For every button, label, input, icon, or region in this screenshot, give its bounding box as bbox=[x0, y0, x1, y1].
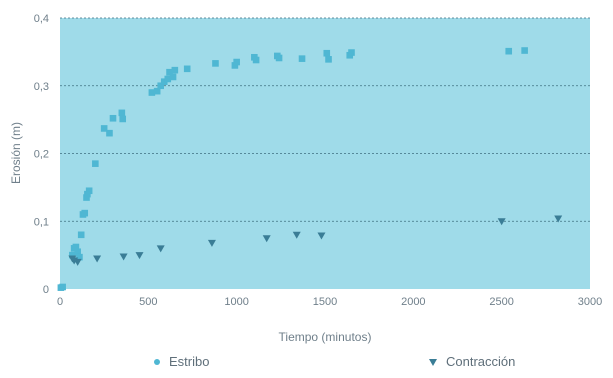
x-tick-label: 2500 bbox=[489, 296, 513, 308]
data-point-estribo bbox=[109, 114, 117, 122]
x-tick-label: 1000 bbox=[224, 296, 248, 308]
data-point-estribo bbox=[100, 125, 108, 132]
legend-label-estribo: Estribo bbox=[169, 354, 209, 369]
data-point-estribo bbox=[298, 55, 306, 62]
data-point-estribo bbox=[92, 160, 99, 167]
data-point-estribo bbox=[160, 78, 168, 85]
data-point-estribo bbox=[76, 253, 83, 261]
data-point-estribo bbox=[148, 89, 156, 96]
data-point-estribo bbox=[171, 66, 179, 74]
data-point-contraccion bbox=[73, 258, 82, 266]
x-tick-label: 1500 bbox=[313, 296, 337, 308]
data-point-estribo bbox=[83, 194, 90, 201]
y-tick-label: 0,3 bbox=[34, 81, 49, 93]
data-point-estribo bbox=[81, 209, 89, 217]
data-point-estribo bbox=[164, 75, 172, 83]
data-point-contraccion bbox=[292, 231, 301, 239]
data-points bbox=[57, 47, 563, 291]
data-point-contraccion bbox=[262, 235, 271, 243]
data-point-estribo bbox=[85, 187, 93, 195]
data-point-estribo bbox=[325, 56, 332, 63]
x-axis: 0 500 1000 1500 2000 2500 3000 bbox=[57, 296, 602, 308]
data-point-estribo bbox=[183, 65, 191, 73]
data-point-estribo bbox=[72, 243, 80, 251]
data-point-estribo bbox=[252, 56, 260, 64]
data-point-estribo bbox=[521, 47, 528, 54]
y-tick-label: 0,4 bbox=[34, 13, 49, 25]
data-point-estribo bbox=[153, 87, 161, 95]
legend-marker-estribo bbox=[154, 359, 160, 365]
y-tick-label: 0 bbox=[43, 284, 49, 296]
x-tick-label: 0 bbox=[57, 296, 63, 308]
data-point-estribo bbox=[233, 58, 240, 66]
data-point-estribo bbox=[231, 62, 239, 69]
data-point-estribo bbox=[84, 190, 91, 198]
legend-marker-contraccion bbox=[429, 359, 437, 366]
y-tick-label: 0,2 bbox=[34, 149, 49, 161]
data-point-estribo bbox=[106, 129, 113, 137]
x-tick-label: 2000 bbox=[401, 296, 425, 308]
data-point-contraccion bbox=[135, 252, 144, 260]
data-point-estribo bbox=[505, 47, 513, 55]
data-point-contraccion bbox=[119, 253, 128, 261]
data-point-estribo bbox=[348, 49, 355, 56]
data-point-contraccion bbox=[156, 245, 165, 253]
data-point-estribo bbox=[157, 82, 164, 90]
data-point-estribo bbox=[212, 60, 219, 67]
y-tick-label: 0,1 bbox=[34, 216, 49, 228]
legend: Estribo Contracción bbox=[154, 354, 515, 369]
data-point-estribo bbox=[275, 54, 283, 62]
data-point-estribo bbox=[69, 251, 76, 259]
data-point-contraccion bbox=[497, 218, 506, 226]
y-axis: 0 0,1 0,2 0,3 0,4 bbox=[34, 13, 49, 296]
data-point-estribo bbox=[169, 73, 177, 81]
y-axis-title: Erosión (m) bbox=[9, 122, 23, 184]
data-point-estribo bbox=[59, 283, 66, 291]
data-point-estribo bbox=[119, 115, 127, 123]
data-point-contraccion bbox=[207, 239, 216, 247]
x-axis-title: Tiempo (minutos) bbox=[279, 330, 372, 344]
data-point-contraccion bbox=[554, 215, 563, 223]
data-point-estribo bbox=[74, 248, 81, 256]
x-tick-label: 3000 bbox=[578, 296, 602, 308]
x-tick-label: 500 bbox=[139, 296, 157, 308]
data-point-estribo bbox=[118, 109, 126, 117]
data-point-contraccion bbox=[317, 232, 326, 240]
data-point-estribo bbox=[323, 49, 331, 57]
data-point-estribo bbox=[166, 68, 173, 76]
legend-label-contraccion: Contracción bbox=[446, 354, 515, 369]
data-point-contraccion bbox=[93, 255, 102, 263]
data-point-estribo bbox=[77, 231, 85, 239]
